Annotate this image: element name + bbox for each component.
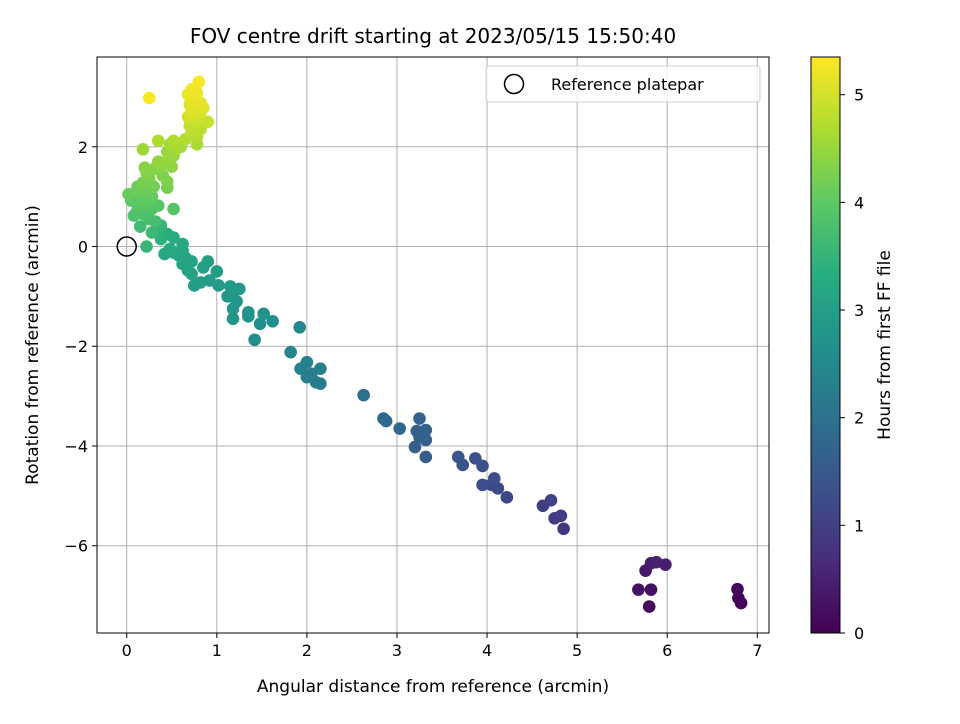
data-point [393,422,406,435]
x-axis-ticks: 0 1 2 3 4 5 6 7 [122,633,762,660]
data-point [167,202,180,216]
data-point [140,240,153,253]
colorbar-ticks: 0 1 2 3 4 5 [840,86,864,643]
data-point [192,75,206,89]
y-tick-label: −6 [64,537,88,556]
data-point [377,412,390,425]
data-points [122,75,748,613]
data-point [151,134,165,148]
data-point [145,226,159,239]
data-point [419,423,433,437]
data-point [196,261,210,274]
x-tick-label: 1 [212,641,222,660]
data-point [314,362,327,375]
data-point [167,134,180,148]
data-point [122,187,135,201]
colorbar [810,56,841,634]
data-point [500,491,514,504]
colorbar-tick-label: 0 [854,624,864,643]
data-point [476,478,489,492]
data-point [554,509,568,523]
grid [97,57,769,633]
data-point [201,115,215,129]
data-point [151,199,165,212]
data-point [187,279,201,292]
data-point [642,600,656,613]
x-tick-label: 0 [122,641,132,660]
data-point [176,237,189,251]
y-tick-label: −4 [64,437,88,456]
data-point [487,472,501,485]
data-point [133,220,147,233]
data-point [300,355,314,369]
data-point [224,280,237,293]
y-axis-label: Rotation from reference (arcmin) [23,205,43,485]
data-point [413,412,426,425]
colorbar-label: Hours from first FF file [875,250,895,440]
data-point [248,333,261,347]
data-point [138,161,152,175]
data-point [408,440,422,454]
x-tick-label: 5 [572,641,582,660]
data-point [451,450,465,464]
data-point [644,583,658,596]
data-point [142,91,156,105]
y-axis-ticks: −6 −4 −2 0 2 [64,138,97,556]
x-tick-label: 2 [302,641,312,660]
x-tick-label: 6 [662,641,672,660]
data-point [136,142,150,156]
colorbar-tick-label: 2 [854,409,864,428]
y-tick-label: 2 [78,138,88,157]
legend-marker [503,73,525,95]
data-point [650,555,663,569]
colorbar-tick-label: 3 [854,301,864,320]
data-point [632,583,645,596]
x-axis-label: Angular distance from reference (arcmin) [257,677,609,697]
data-point [357,388,370,402]
plot-frame [96,56,770,634]
data-point [226,312,240,326]
data-point [293,320,306,334]
colorbar-tick-label: 1 [854,516,864,535]
data-point [469,452,482,465]
data-point [419,450,433,464]
legend: Reference platepar [485,65,761,103]
data-point [253,317,267,331]
legend-entry: Reference platepar [551,75,704,94]
data-point [544,494,558,507]
x-tick-label: 3 [392,641,402,660]
y-tick-label: 0 [78,238,88,257]
data-point [156,169,170,182]
data-point [257,307,270,321]
chart-title: FOV centre drift starting at 2023/05/15 … [190,24,676,48]
x-tick-label: 7 [752,641,762,660]
y-tick-label: −2 [64,337,88,356]
x-tick-label: 4 [482,641,492,660]
legend-box [485,65,761,103]
data-point [163,242,177,256]
data-point [210,265,224,278]
colorbar-tick-label: 5 [854,86,864,105]
data-point [557,522,570,536]
reference-point-marker [116,236,137,257]
colorbar-tick-label: 4 [854,193,864,212]
data-point [266,315,279,328]
data-point [284,345,297,359]
data-point [731,582,744,596]
data-point [242,306,255,319]
